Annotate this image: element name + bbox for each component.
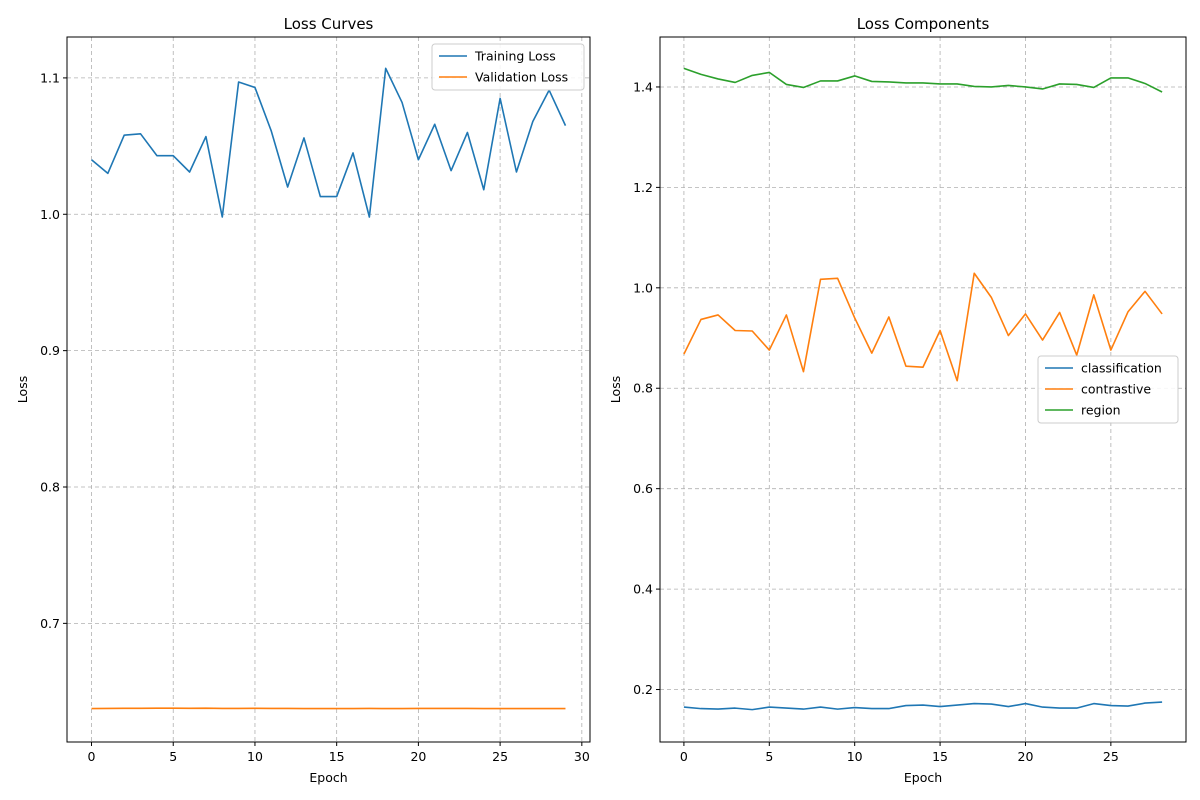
y-tick-label: 1.0 [40,207,60,222]
y-tick-label: 0.6 [633,481,653,496]
series-line-contrastive [683,272,1163,382]
plot-frame [66,36,591,743]
series-line-region [683,67,1163,93]
y-tick-label: 0.9 [40,343,60,358]
x-axis-label: Epoch [904,770,942,785]
x-tick-label: 15 [932,749,948,764]
legend-entry-label: region [1081,403,1121,418]
x-tick-label: 0 [680,749,688,764]
y-tick-label: 1.2 [633,180,653,195]
loss-components-panel: 0 5 10 15 20 25 0.2 0.4 0.6 0.8 1.0 1.2 1.4 Loss Co… [608,15,1187,785]
x-tick-label: 0 [88,749,96,764]
legend-entry-label: Training Loss [474,49,556,64]
y-tick-label: 0.7 [40,616,60,631]
legend-entry-label: contrastive [1081,382,1151,397]
x-tick-label: 5 [765,749,773,764]
loss-curves-panel: 0 5 10 15 20 25 30 0.7 0.8 0.9 1.0 1.1 Loss Curves… [15,15,591,785]
legend-entry-label: Validation Loss [475,70,568,85]
series-line-training-loss [91,67,567,218]
x-tick-label: 20 [410,749,426,764]
legend-box [431,43,585,91]
y-axis-label: Loss [608,376,623,403]
x-tick-label: 20 [1018,749,1034,764]
y-tick-label: 1.0 [633,280,653,295]
y-tick-label: 0.8 [633,381,653,396]
y-tick-label: 0.8 [40,480,60,495]
x-tick-label: 25 [492,749,508,764]
y-tick-label: 0.4 [633,582,653,597]
legend: classification contrastive region [1037,355,1179,424]
chart-title: Loss Components [857,15,990,33]
series-line-classification [683,701,1163,711]
x-tick-label: 10 [247,749,263,764]
legend-entry-label: classification [1081,361,1162,376]
legend: Training Loss Validation Loss [431,43,585,91]
x-tick-label: 10 [847,749,863,764]
chart-title: Loss Curves [284,15,374,33]
legend-box [1037,355,1179,424]
plot-frame [659,36,1187,743]
y-tick-label: 1.1 [40,70,60,85]
x-tick-label: 25 [1103,749,1119,764]
y-tick-label: 0.2 [633,682,653,697]
y-tick-label: 1.4 [633,79,653,94]
x-axis-label: Epoch [309,770,347,785]
x-tick-label: 5 [169,749,177,764]
x-tick-label: 30 [574,749,590,764]
x-tick-label: 15 [329,749,345,764]
y-axis-label: Loss [15,376,30,403]
